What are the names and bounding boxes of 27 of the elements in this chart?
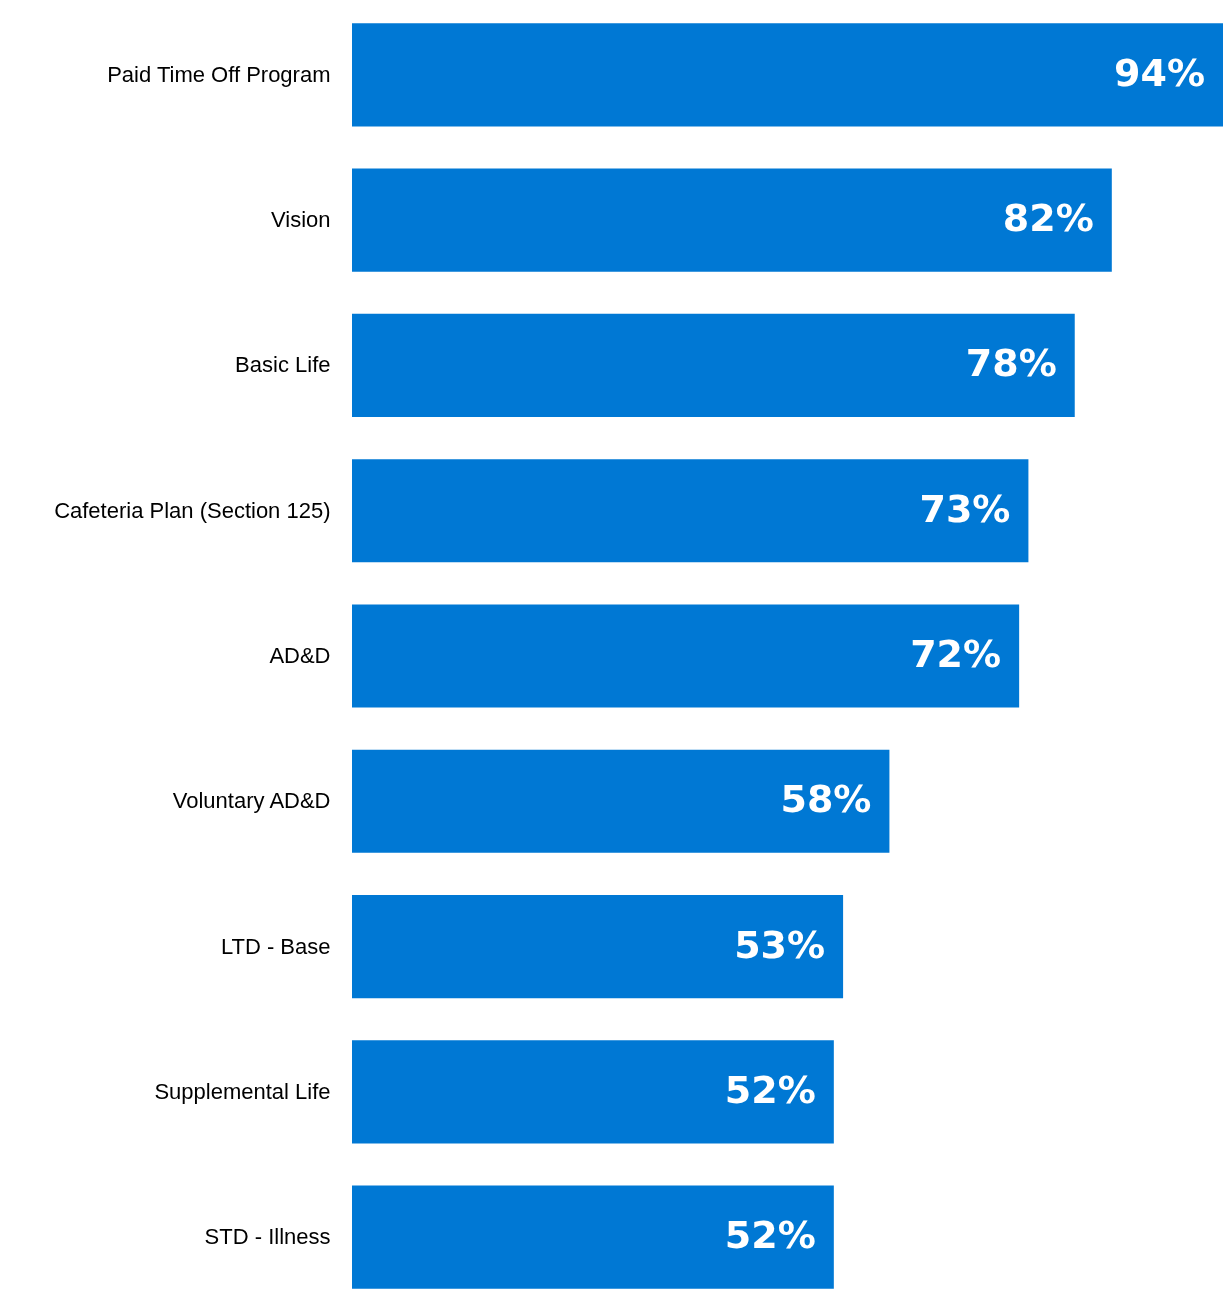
bar	[352, 604, 1020, 708]
data-label: 82%	[1002, 196, 1094, 241]
data-label: 72%	[910, 632, 1002, 676]
y-tick-label: STD - Illness	[204, 1224, 331, 1250]
data-label: 53%	[734, 922, 826, 967]
bar	[352, 1185, 834, 1289]
bar	[352, 23, 1223, 127]
bar	[352, 749, 890, 853]
bar	[352, 1040, 834, 1144]
data-label: 78%	[965, 341, 1057, 386]
y-tick-label: Supplemental Life	[154, 1078, 331, 1104]
y-tick-label: AD&D	[269, 643, 331, 668]
bar	[352, 895, 844, 999]
data-label: 52%	[724, 1067, 816, 1112]
y-tick-label: Cafeteria Plan (Section 125)	[54, 497, 331, 523]
bar	[352, 168, 1112, 272]
data-label: 58%	[780, 777, 872, 822]
bar	[352, 313, 1075, 417]
data-label: 73%	[919, 486, 1011, 531]
bar	[352, 459, 1029, 563]
data-label: 94%	[1114, 50, 1205, 95]
data-label: 52%	[724, 1213, 816, 1258]
y-tick-label: Paid Time Off Program	[107, 61, 331, 87]
y-tick-label: Basic Life	[235, 352, 331, 378]
y-tick-label: Vision	[270, 207, 331, 233]
y-tick-label: LTD - Base	[220, 933, 331, 959]
y-tick-label: Voluntary AD&D	[172, 788, 331, 814]
